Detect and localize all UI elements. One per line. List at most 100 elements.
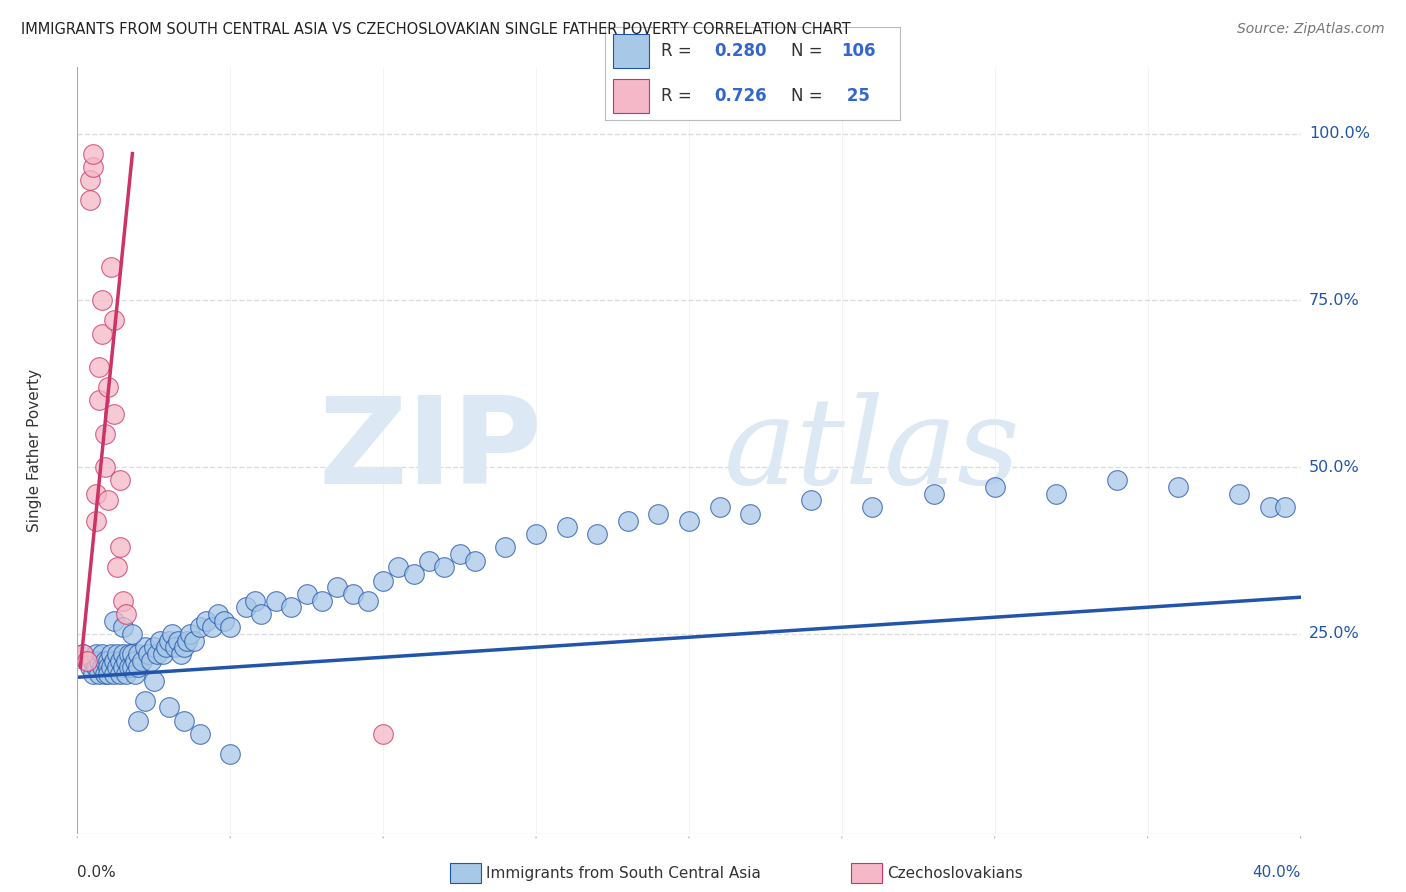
Point [112, 660, 135, 674]
Point [90, 660, 112, 674]
Point [103, 614, 125, 628]
Text: 75.0%: 75.0% [1309, 293, 1360, 308]
Point [280, 600, 302, 615]
Point [100, 647, 122, 661]
Point [124, 654, 146, 668]
Text: Czechoslovakians: Czechoslovakians [887, 866, 1024, 880]
Text: IMMIGRANTS FROM SOUTH CENTRAL ASIA VS CZECHOSLOVAKIAN SINGLE FATHER POVERTY CORR: IMMIGRANTS FROM SOUTH CENTRAL ASIA VS CZ… [21, 22, 851, 37]
Point [105, 647, 128, 661]
Point [90, 293, 112, 308]
Point [250, 607, 273, 621]
Point [449, 547, 471, 561]
Point [984, 480, 1007, 494]
Text: 106: 106 [841, 42, 876, 60]
Point [922, 487, 945, 501]
Point [149, 633, 172, 648]
Text: atlas: atlas [724, 392, 1021, 509]
Point [94, 654, 117, 668]
Point [127, 714, 149, 728]
Point [1274, 500, 1296, 515]
Point [97, 667, 120, 681]
Point [647, 507, 669, 521]
Point [124, 667, 146, 681]
Bar [613, 79, 650, 113]
Point [1107, 474, 1129, 488]
Point [183, 633, 205, 648]
Point [194, 614, 217, 628]
Point [82, 654, 104, 668]
Point [115, 667, 138, 681]
Point [87, 393, 110, 408]
Point [87, 667, 110, 681]
Point [264, 593, 287, 607]
Text: R =: R = [661, 42, 697, 60]
Point [127, 647, 149, 661]
Point [134, 640, 156, 655]
Point [118, 660, 141, 674]
Point [103, 313, 125, 327]
Point [167, 633, 190, 648]
Point [219, 620, 242, 634]
Point [157, 633, 180, 648]
Point [121, 660, 143, 674]
Point [165, 640, 187, 655]
Point [311, 593, 333, 607]
Point [84, 514, 107, 528]
Point [82, 146, 104, 161]
Text: 0.726: 0.726 [714, 87, 766, 105]
Point [131, 654, 153, 668]
Point [134, 693, 156, 707]
Point [862, 500, 884, 515]
Point [87, 360, 110, 375]
Point [103, 667, 125, 681]
Point [87, 654, 110, 668]
Point [1045, 487, 1067, 501]
Point [586, 526, 609, 541]
Point [188, 727, 211, 741]
Point [139, 654, 162, 668]
Point [201, 620, 224, 634]
Point [207, 607, 229, 621]
Point [800, 493, 823, 508]
Point [678, 514, 700, 528]
Point [97, 654, 120, 668]
Point [157, 700, 180, 714]
Point [97, 493, 120, 508]
Text: Source: ZipAtlas.com: Source: ZipAtlas.com [1237, 22, 1385, 37]
Point [402, 566, 425, 581]
Text: Single Father Poverty: Single Father Poverty [27, 369, 42, 532]
Point [152, 647, 174, 661]
Point [90, 647, 112, 661]
Point [100, 260, 122, 274]
Point [188, 620, 211, 634]
Point [108, 667, 131, 681]
Point [524, 526, 547, 541]
Text: R =: R = [661, 87, 697, 105]
Text: 40.0%: 40.0% [1253, 864, 1301, 880]
Point [357, 593, 380, 607]
Point [82, 160, 104, 174]
Point [108, 540, 131, 554]
Point [105, 560, 128, 574]
Point [142, 640, 165, 655]
Point [418, 553, 440, 567]
Point [176, 633, 198, 648]
Point [709, 500, 731, 515]
Point [173, 640, 195, 655]
Point [100, 660, 122, 674]
Point [97, 660, 120, 674]
Point [79, 660, 101, 674]
Point [342, 587, 364, 601]
Point [90, 326, 112, 341]
Bar [613, 34, 650, 68]
Point [94, 667, 117, 681]
Point [103, 407, 125, 421]
Point [155, 640, 177, 655]
Text: N =: N = [790, 87, 828, 105]
Point [72, 647, 94, 661]
Point [326, 580, 349, 594]
Point [76, 654, 98, 668]
Point [371, 574, 394, 588]
Point [387, 560, 409, 574]
Point [97, 380, 120, 394]
